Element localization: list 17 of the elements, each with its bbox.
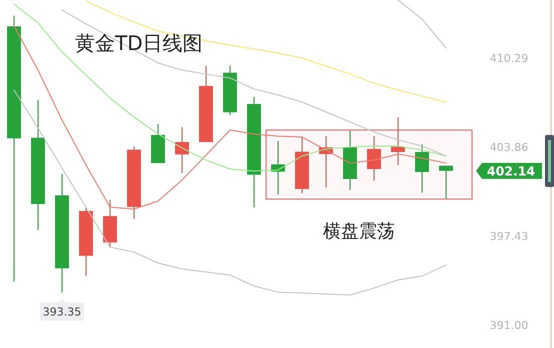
y-tick-label: 397.43 bbox=[490, 230, 528, 244]
text: 402.14 bbox=[486, 163, 536, 178]
candlestick bbox=[415, 144, 429, 194]
line-series bbox=[62, 9, 446, 157]
candlestick bbox=[439, 165, 453, 200]
line-series bbox=[14, 26, 446, 210]
y-tick-label: 391.00 bbox=[490, 319, 528, 332]
y-tick-label: 403.86 bbox=[490, 141, 528, 154]
line-series bbox=[14, 89, 446, 296]
annotation: 393.35 bbox=[42, 305, 82, 318]
candlestick bbox=[391, 116, 405, 166]
text: 黄金TD日线图 bbox=[75, 31, 203, 55]
line-series bbox=[14, 4, 446, 172]
y-tick-label: 410.29 bbox=[490, 52, 528, 65]
band-label: 横盘震荡 bbox=[323, 221, 395, 242]
candlestick bbox=[367, 136, 381, 182]
candlestick bbox=[175, 126, 189, 174]
